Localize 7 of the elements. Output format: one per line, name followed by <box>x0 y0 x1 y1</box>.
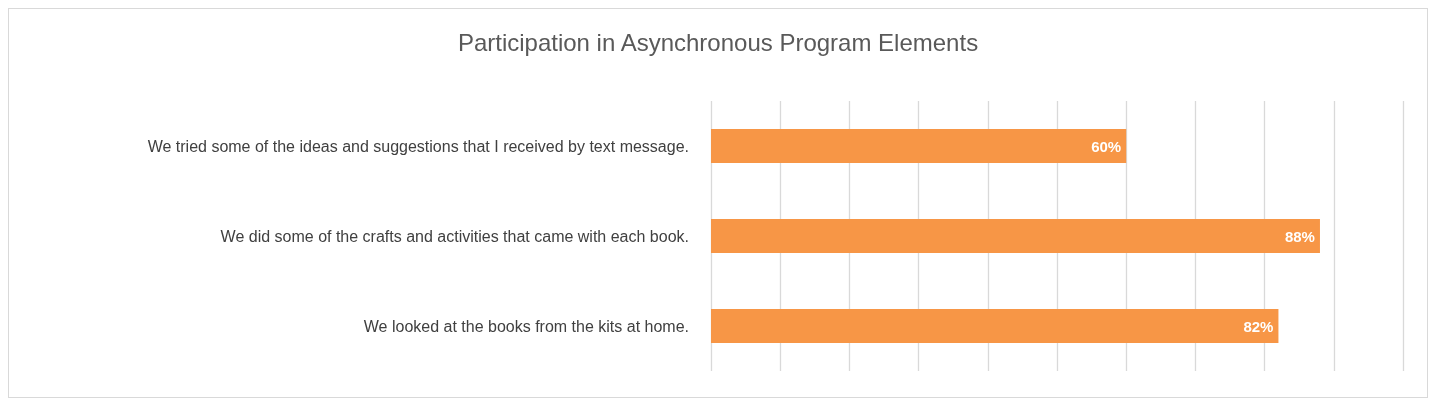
data-label: 60% <box>1091 137 1122 155</box>
data-label: 82% <box>1243 317 1274 335</box>
y-tick-label: We tried some of the ideas and suggestions that I received by text message. <box>147 137 689 155</box>
y-tick-label: We did some of the crafts and activities that came with each book. <box>220 227 689 245</box>
data-label: 88% <box>1284 227 1315 245</box>
chart-title: Participation in Asynchronous Program Elements <box>457 28 979 56</box>
y-tick-label: We looked at the books from the kits at home. <box>363 317 689 335</box>
